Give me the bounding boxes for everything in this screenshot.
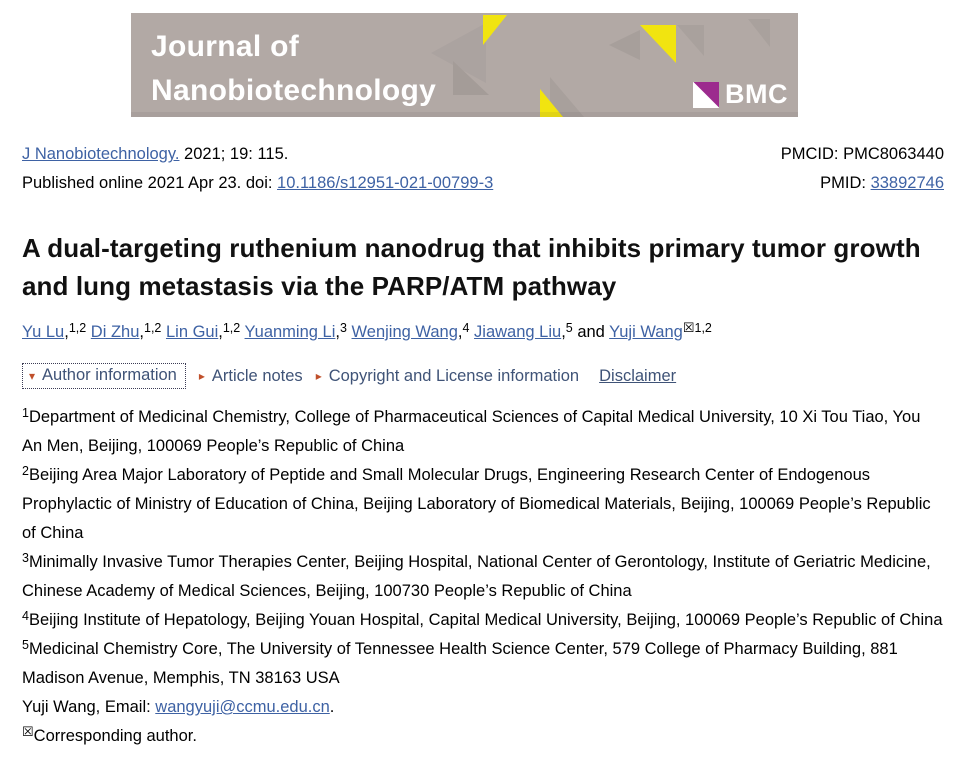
citation-volume-page: 2021; 19: 115. xyxy=(179,145,289,163)
affiliation-text: Department of Medicinal Chemistry, Colle… xyxy=(22,408,921,455)
author-separator: , xyxy=(139,323,144,341)
author-link[interactable]: Wenjing Wang xyxy=(351,323,458,341)
decor-triangle-icon xyxy=(609,30,640,60)
corresponding-author-line: ☒Corresponding author. xyxy=(22,722,944,751)
affiliation: 1Department of Medicinal Chemistry, Coll… xyxy=(22,403,944,461)
affiliation-number: 2 xyxy=(22,464,29,478)
author-affil-sup: 3 xyxy=(339,321,347,335)
author-link[interactable]: Yuanming Li xyxy=(244,323,336,341)
author-affil-sup: 1,2 xyxy=(144,321,162,335)
author-information-toggle[interactable]: ▾ Author information xyxy=(22,363,186,389)
citation-row-2: Published online 2021 Apr 23. doi: 10.11… xyxy=(22,169,944,198)
author-information-label: Author information xyxy=(42,366,177,384)
author-affil-sup: 4 xyxy=(462,321,470,335)
affiliation: 3Minimally Invasive Tumor Therapies Cent… xyxy=(22,548,944,606)
decor-triangle-icon xyxy=(640,25,676,63)
decor-triangle-icon xyxy=(677,25,704,56)
contact-prefix: Yuji Wang, Email: xyxy=(22,698,156,716)
author-affil-sup: 1,2 xyxy=(222,321,241,335)
copyright-toggle[interactable]: ▸ Copyright and License information xyxy=(316,367,579,386)
pmid-link[interactable]: 33892746 xyxy=(870,174,944,192)
triangle-down-icon: ▾ xyxy=(29,368,36,383)
author-affil-sup: 5 xyxy=(565,321,573,335)
email-link[interactable]: wangyuji@ccmu.edu.cn xyxy=(155,698,330,716)
author-link[interactable]: Yuji Wang xyxy=(609,323,683,341)
article-title: A dual-targeting ruthenium nanodrug that… xyxy=(22,233,921,301)
affiliation-number: 5 xyxy=(22,638,29,652)
author-separator: , xyxy=(457,323,463,341)
affiliations-block: 1Department of Medicinal Chemistry, Coll… xyxy=(22,403,944,751)
author-separator: , xyxy=(218,323,223,341)
author: Lin Gui,1,2 xyxy=(165,321,245,341)
affiliation-number: 3 xyxy=(22,551,29,565)
journal-banner: Journal of Nanobiotechnology BMC xyxy=(131,13,798,117)
journal-citation: J Nanobiotechnology. 2021; 19: 115. xyxy=(22,140,288,169)
journal-logo-line1: Journal of xyxy=(151,30,300,63)
author: Yu Lu,1,2 xyxy=(22,321,91,341)
affiliation-text: Beijing Area Major Laboratory of Peptide… xyxy=(22,466,931,542)
journal-link[interactable]: J Nanobiotechnology. xyxy=(22,145,180,163)
triangle-right-icon: ▸ xyxy=(315,369,322,383)
author-affil-sup: 1,2 xyxy=(694,321,712,335)
author: Di Zhu,1,2 xyxy=(90,321,166,341)
article-notes-label: Article notes xyxy=(211,366,303,385)
pmcid-value: PMC8063440 xyxy=(843,145,944,163)
pmcid-label: PMCID: xyxy=(780,145,844,163)
affiliation-number: 4 xyxy=(22,609,29,623)
affiliation-text: Beijing Institute of Hepatology, Beijing… xyxy=(28,611,943,629)
affiliation: 4Beijing Institute of Hepatology, Beijin… xyxy=(22,606,944,635)
affiliation-number: 1 xyxy=(22,406,29,420)
triangle-right-icon: ▸ xyxy=(198,369,205,383)
author-link[interactable]: Lin Gui xyxy=(165,323,219,341)
author: Wenjing Wang,4 xyxy=(351,321,475,341)
article-meta-nav: ▾ Author information ▸ Article notes ▸ Copy… xyxy=(22,363,944,389)
author-separator: , xyxy=(64,323,69,341)
published-prefix: Published online 2021 Apr 23. doi: xyxy=(22,174,278,192)
author-separator: , xyxy=(335,323,340,341)
journal-logo-line2: Nanobiotechnology xyxy=(151,74,437,107)
bmc-mark-icon xyxy=(693,81,719,108)
citation-row-1: J Nanobiotechnology. 2021; 19: 115. PMCI… xyxy=(22,140,944,169)
contact-suffix: . xyxy=(329,698,335,716)
author-separator: , xyxy=(561,323,566,341)
copyright-label: Copyright and License information xyxy=(328,366,580,385)
doi-link[interactable]: 10.1186/s12951-021-00799-3 xyxy=(277,174,494,192)
published-online: Published online 2021 Apr 23. doi: 10.11… xyxy=(22,169,493,198)
author-link[interactable]: Jiawang Liu xyxy=(474,323,562,341)
corresponding-author-icon: ☒ xyxy=(22,724,34,739)
affiliation-text: Minimally Invasive Tumor Therapies Cente… xyxy=(22,553,931,600)
disclaimer-link[interactable]: Disclaimer xyxy=(599,366,677,385)
pmcid: PMCID: PMC8063440 xyxy=(781,140,944,169)
corresponding-author-label: Corresponding author. xyxy=(33,727,197,745)
bmc-logo: BMC xyxy=(693,79,788,110)
decor-triangle-icon xyxy=(748,19,770,47)
pmid-label: PMID: xyxy=(820,174,871,192)
affiliation: 2Beijing Area Major Laboratory of Peptid… xyxy=(22,461,944,548)
author-link[interactable]: Yu Lu xyxy=(22,323,65,341)
corresponding-author-icon: ☒ xyxy=(682,320,695,335)
decor-triangle-icon xyxy=(483,15,507,45)
author: Yuanming Li,3 xyxy=(244,321,352,341)
affiliation-text: Medicinal Chemistry Core, The University… xyxy=(22,640,898,687)
pmid: PMID: 33892746 xyxy=(820,169,944,198)
author-list: Yu Lu,1,2 Di Zhu,1,2 Lin Gui,1,2 Yuanmin… xyxy=(22,320,944,344)
author-affil-sup: 1,2 xyxy=(68,321,87,335)
author: and Yuji Wang☒1,2 xyxy=(577,320,712,341)
journal-logo-text: Journal of Nanobiotechnology xyxy=(151,25,436,113)
author: Jiawang Liu,5 xyxy=(474,321,577,341)
citation-block: J Nanobiotechnology. 2021; 19: 115. PMCI… xyxy=(22,140,944,198)
affiliation: 5Medicinal Chemistry Core, The Universit… xyxy=(22,635,944,693)
article-notes-toggle[interactable]: ▸ Article notes xyxy=(199,367,303,386)
bmc-logo-text: BMC xyxy=(725,79,788,109)
author-link[interactable]: Di Zhu xyxy=(90,323,140,341)
contact-line: Yuji Wang, Email: wangyuji@ccmu.edu.cn. xyxy=(22,693,944,722)
author-prefix: and xyxy=(577,323,610,341)
